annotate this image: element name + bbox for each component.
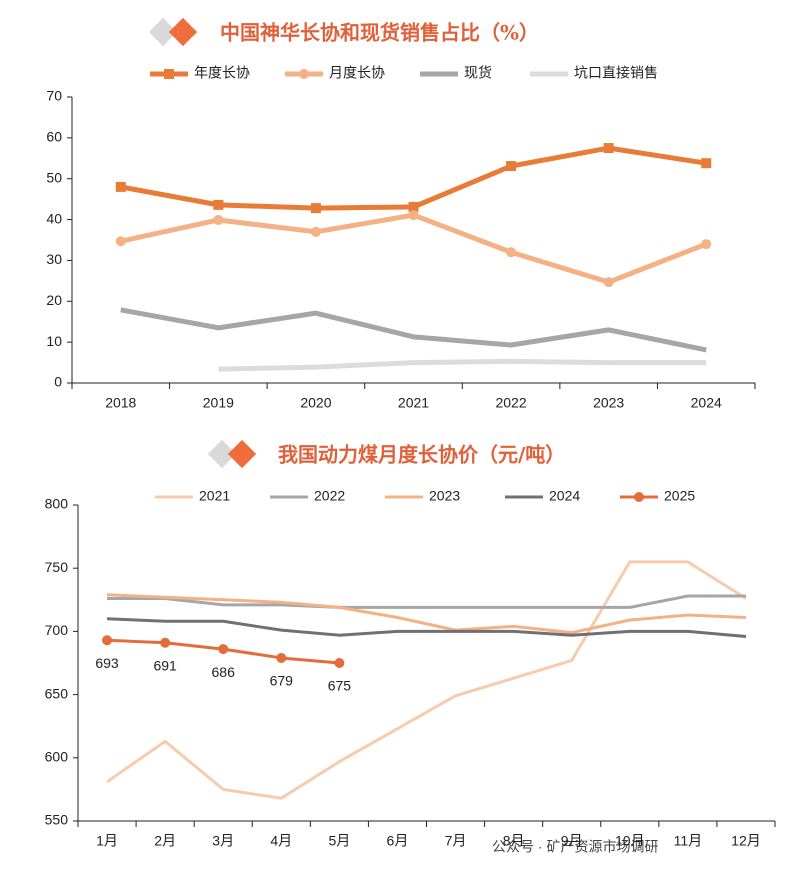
chart-title: 中国神华长协和现货销售占比（%） xyxy=(220,21,539,45)
data-label: 675 xyxy=(328,678,352,694)
x-tick-label: 6月 xyxy=(387,833,409,849)
data-label: 679 xyxy=(270,673,294,689)
data-point xyxy=(310,203,321,214)
x-tick-label: 4月 xyxy=(270,833,292,849)
data-point xyxy=(213,199,224,210)
y-tick-label: 0 xyxy=(54,374,62,390)
legend-label: 月度长协 xyxy=(329,65,385,81)
x-tick-label: 2019 xyxy=(203,395,234,411)
legend-label: 2021 xyxy=(199,488,230,504)
x-tick-label: 8月 xyxy=(503,833,525,849)
data-point xyxy=(408,210,419,221)
y-tick-label: 20 xyxy=(46,292,62,308)
data-point xyxy=(115,181,126,192)
series-line xyxy=(120,307,707,353)
legend-label: 坑口直接销售 xyxy=(574,65,658,81)
data-label: 693 xyxy=(95,655,119,671)
data-point xyxy=(115,236,126,247)
data-point xyxy=(276,652,287,663)
x-tick-label: 7月 xyxy=(445,833,467,849)
x-tick-label: 10月 xyxy=(615,833,645,849)
x-tick-label: 11月 xyxy=(674,833,703,849)
legend-label: 现货 xyxy=(464,65,492,81)
legend-marker xyxy=(164,69,174,79)
data-point xyxy=(603,143,614,154)
data-label: 691 xyxy=(153,657,177,673)
x-tick-label: 1月 xyxy=(96,833,118,849)
y-tick-label: 50 xyxy=(46,169,62,185)
data-point xyxy=(213,214,224,225)
data-label: 686 xyxy=(212,664,236,680)
legend-label: 2025 xyxy=(664,488,695,504)
data-point xyxy=(310,226,321,237)
x-tick-label: 2020 xyxy=(300,395,331,411)
series-line xyxy=(106,593,747,635)
legend-marker xyxy=(299,69,309,79)
y-tick-label: 10 xyxy=(46,333,62,349)
data-point xyxy=(218,644,229,655)
data-point xyxy=(408,201,419,212)
series-line xyxy=(107,594,746,609)
y-tick-label: 550 xyxy=(45,812,69,828)
legend-label: 2023 xyxy=(429,488,460,504)
y-tick-label: 750 xyxy=(45,559,69,575)
y-tick-label: 60 xyxy=(46,129,62,145)
y-tick-label: 650 xyxy=(45,685,69,701)
legend-marker xyxy=(634,492,644,502)
x-tick-label: 2023 xyxy=(593,395,624,411)
x-tick-label: 2024 xyxy=(691,395,722,411)
data-point xyxy=(506,247,517,258)
legend-label: 年度长协 xyxy=(194,65,250,81)
y-tick-label: 40 xyxy=(46,210,62,226)
data-point xyxy=(701,158,712,169)
series-line xyxy=(218,358,707,372)
legend-label: 2024 xyxy=(549,488,580,504)
x-tick-label: 2021 xyxy=(398,395,429,411)
y-tick-label: 30 xyxy=(46,251,62,267)
data-point xyxy=(701,239,712,250)
x-tick-label: 2022 xyxy=(495,395,526,411)
x-tick-label: 2月 xyxy=(154,833,176,849)
x-tick-label: 2018 xyxy=(105,395,136,411)
x-tick-label: 3月 xyxy=(212,833,234,849)
data-point xyxy=(160,637,171,648)
series-line xyxy=(106,617,747,638)
data-point xyxy=(603,277,614,288)
data-point xyxy=(102,635,113,646)
y-tick-label: 800 xyxy=(45,496,69,512)
chart-title: 我国动力煤月度长协价（元/吨） xyxy=(278,443,565,467)
x-tick-label: 5月 xyxy=(328,833,350,849)
watermark: 公众号 · 矿产资源市场调研 xyxy=(492,839,658,855)
series-line xyxy=(106,560,747,800)
y-tick-label: 70 xyxy=(46,88,62,104)
x-tick-label: 12月 xyxy=(731,833,761,849)
y-tick-label: 600 xyxy=(45,749,69,765)
data-point xyxy=(506,161,517,172)
legend-label: 2022 xyxy=(314,488,345,504)
x-tick-label: 9月 xyxy=(561,833,583,849)
y-tick-label: 700 xyxy=(45,622,69,638)
data-point xyxy=(334,658,345,668)
